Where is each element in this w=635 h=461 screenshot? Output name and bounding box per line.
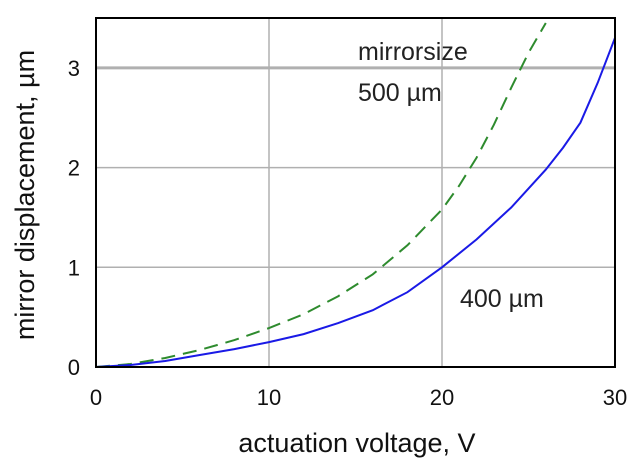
x-tick-labels: 0 10 20 30: [90, 385, 627, 410]
y-axis-label: mirror displacement, µm: [10, 50, 40, 340]
series-500um-line: [95, 22, 547, 368]
annotation-500um: 500 µm: [358, 79, 442, 107]
grid-lines: [96, 18, 615, 367]
x-tick-label: 20: [430, 385, 454, 410]
y-tick-labels: 0 1 2 3: [68, 56, 80, 380]
y-tick-label: 2: [68, 156, 80, 181]
series-layer: [95, 22, 616, 368]
y-tick-label: 3: [68, 56, 80, 81]
x-tick-label: 30: [603, 385, 627, 410]
y-tick-label: 1: [68, 255, 80, 280]
plot-frame: [95, 17, 616, 368]
series-400um-line: [95, 37, 616, 368]
y-tick-label: 0: [68, 355, 80, 380]
x-axis-label: actuation voltage, V: [238, 428, 475, 458]
x-tick-label: 10: [257, 385, 281, 410]
annotation-400um: 400 µm: [460, 285, 544, 313]
annotation-mirrorsize: mirrorsize: [358, 38, 468, 66]
x-tick-label: 0: [90, 385, 102, 410]
